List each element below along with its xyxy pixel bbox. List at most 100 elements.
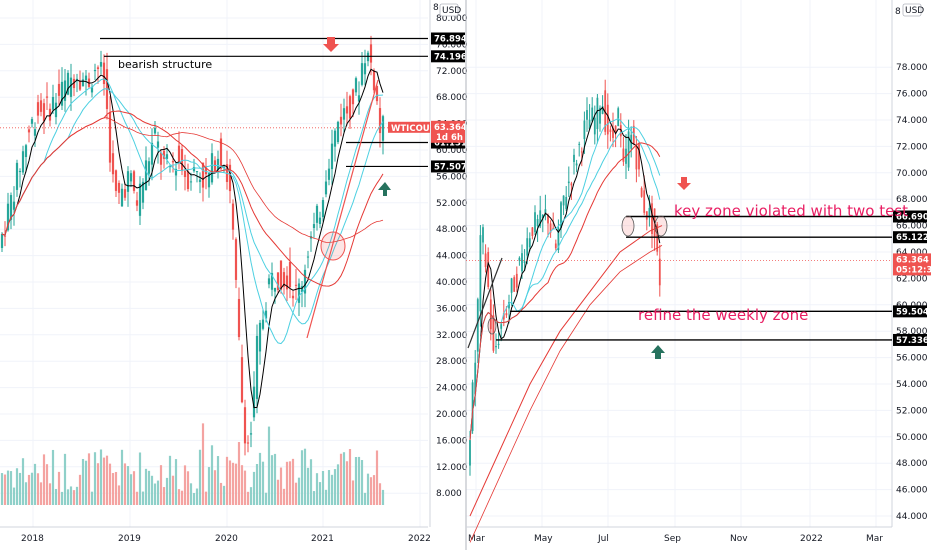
candle-body [476,299,479,352]
candle-body [638,143,640,170]
volume-bar [303,448,307,505]
volume-bar [102,457,106,505]
candle-body [138,183,142,216]
volume-bar [279,467,283,505]
candle-body [201,162,205,188]
volume-bar [219,482,223,505]
zone-circle [320,231,346,261]
y-tick-label: 48.000 [436,225,468,235]
volume-bar [276,479,280,505]
y-tick-label: 52.000 [436,199,468,209]
volume-bar [255,464,259,505]
volume-bar [129,474,133,505]
y-tick-label: 76.000 [896,90,928,100]
right-daily-chart[interactable]: 78.000 76.000 74.000 72.000 70.000 68.000 66.0… [465,0,932,550]
trend-line [306,79,379,339]
candle-body [144,160,148,191]
candle-body [141,181,145,203]
candle-body [90,86,94,93]
level-badge-label: 65.122 [896,233,929,243]
volume-bar [243,470,247,505]
volume-bar [153,483,157,505]
volume-bar [201,423,205,505]
trend-line [467,257,503,349]
candle-body [575,163,578,166]
candle-body [474,362,477,395]
candle-body [252,386,256,418]
volume-bar [78,474,82,505]
candle-body [108,112,112,163]
currency-box [902,3,922,17]
candle-body [591,107,594,122]
volume-bar [24,482,28,505]
candle-body [635,145,638,170]
candle-body [66,72,70,95]
candle-body [111,153,115,175]
candle-body [539,210,542,227]
volume-bar [159,465,163,505]
candle-body [168,166,172,168]
candle-body [554,243,557,249]
up-arrow-icon [378,182,391,196]
y-tick-label: 44.000 [896,512,928,522]
currency-label: USD [442,6,461,16]
volume-bar [162,487,166,505]
candle-body [45,96,49,98]
y-tick-label: 8 [433,3,439,13]
y-tick-label: 58.000 [896,327,928,337]
volume-bar [54,488,58,505]
volume-bar [321,471,325,505]
volume-bar [267,426,271,505]
down-arrow-icon [677,177,691,190]
volume-bar [87,453,91,505]
candle-body [541,214,544,219]
candle-body [536,219,539,227]
y-tick-label: 56.000 [436,172,468,182]
candle-body [562,195,565,206]
volume-bar [339,453,343,505]
candle-body [216,158,220,170]
level-badge-label: 61.131 [434,139,467,149]
volume-bar [36,473,40,505]
candle-body [264,310,268,319]
candle-body [171,160,175,163]
candle-body [565,196,568,210]
left-weekly-chart[interactable]: 80.00076.00072.00068.00064.00060.00056.0… [0,0,468,544]
candle-body [523,261,526,264]
candle-body [204,167,208,175]
y-tick-label: 52.000 [896,406,928,416]
volume-bar [225,456,229,505]
y-tick-label: 46.000 [896,486,928,496]
x-tick-label: 2022 [408,534,431,544]
candle-body [231,203,235,230]
volume-bar [168,455,172,505]
y-tick-label: 70.000 [896,169,928,179]
volume-bar [12,487,16,505]
candle-body [102,62,106,85]
candle-body [222,166,226,168]
candle-body [580,151,583,153]
currency-box [439,3,459,17]
volume-bar [282,488,286,505]
candle-body [619,125,622,137]
volume-bar [198,449,202,505]
level-badge-label: 57.336 [896,336,929,346]
volume-bar [96,463,100,505]
volume-bar [342,452,346,505]
candle-body [198,179,202,183]
candle-body [189,181,193,183]
volume-bar [42,454,46,505]
candle-body [147,161,151,174]
volume-bar [18,472,22,505]
zone-circle [654,215,668,237]
candle-body [72,78,76,89]
candle-body [521,253,523,272]
candle-body [469,440,471,466]
annotation-bearish-structure: bearish structure [118,58,212,71]
volume-bar [246,491,250,505]
volume-bar [165,477,169,505]
candle-body [495,346,497,348]
volume-bar [360,460,364,505]
candle-body [174,168,178,176]
candle-body [640,188,643,197]
